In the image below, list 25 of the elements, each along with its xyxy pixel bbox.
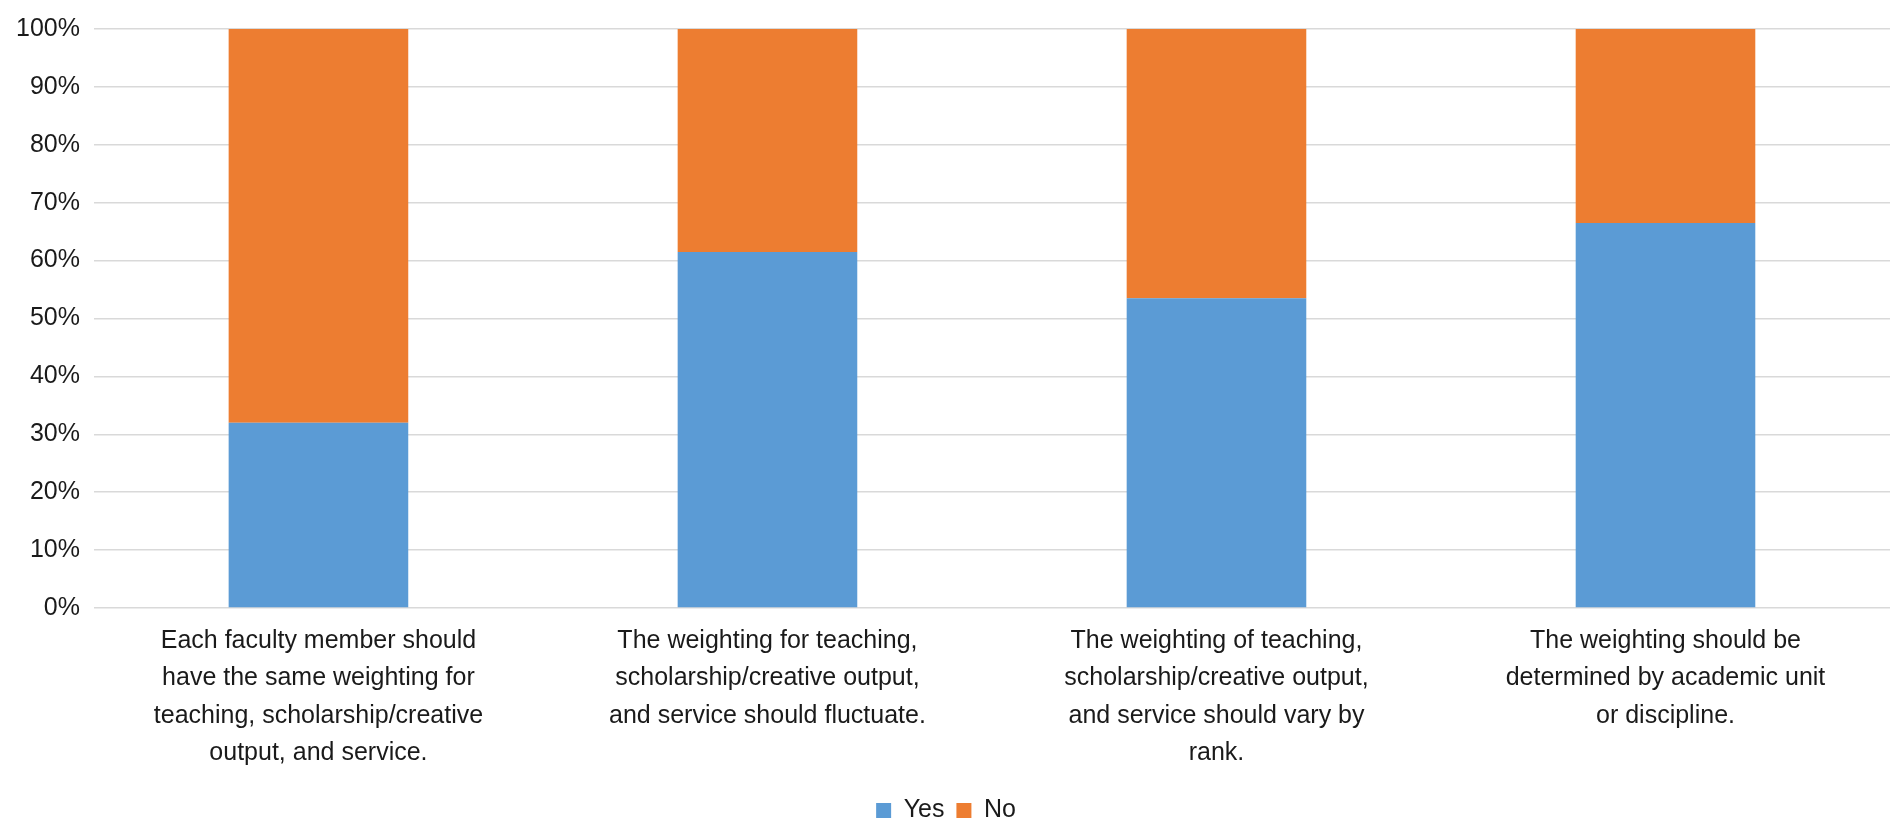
- x-tick-label: Each faculty member should have the same weighting for teaching, scholarship/creative output, and service.: [153, 624, 484, 766]
- bar: [1575, 222, 1756, 608]
- y-tick-label: 60%: [29, 244, 80, 273]
- bar: [677, 29, 858, 252]
- bar: [1126, 298, 1307, 608]
- y-tick-label: 50%: [29, 302, 80, 331]
- y-tick-label: 30%: [29, 418, 80, 447]
- y-tick-label: 20%: [29, 476, 80, 505]
- y-tick-label: 40%: [29, 360, 80, 389]
- y-tick-label: 100%: [15, 12, 80, 41]
- y-tick-label: 90%: [29, 70, 80, 99]
- y-tick-label: 70%: [29, 186, 80, 215]
- legend-label: Yes: [903, 794, 945, 823]
- bar: [1126, 29, 1307, 299]
- bar: [228, 422, 409, 608]
- x-tick-label: The weighting should be determined by academic unit or discipline.: [1505, 624, 1826, 728]
- y-tick-label: 80%: [29, 128, 80, 157]
- bar: [228, 29, 409, 423]
- x-tick-label: The weighting for teaching, scholarship/creative output, and service should fluctuate.: [609, 624, 926, 728]
- y-tick-label: 0%: [43, 591, 80, 620]
- bar: [1575, 29, 1756, 223]
- legend-label: No: [983, 794, 1016, 823]
- y-tick-label: 10%: [29, 533, 80, 562]
- bar: [677, 251, 858, 608]
- x-tick-label: The weighting of teaching, scholarship/creative output, and service should vary by rank.: [1064, 624, 1369, 766]
